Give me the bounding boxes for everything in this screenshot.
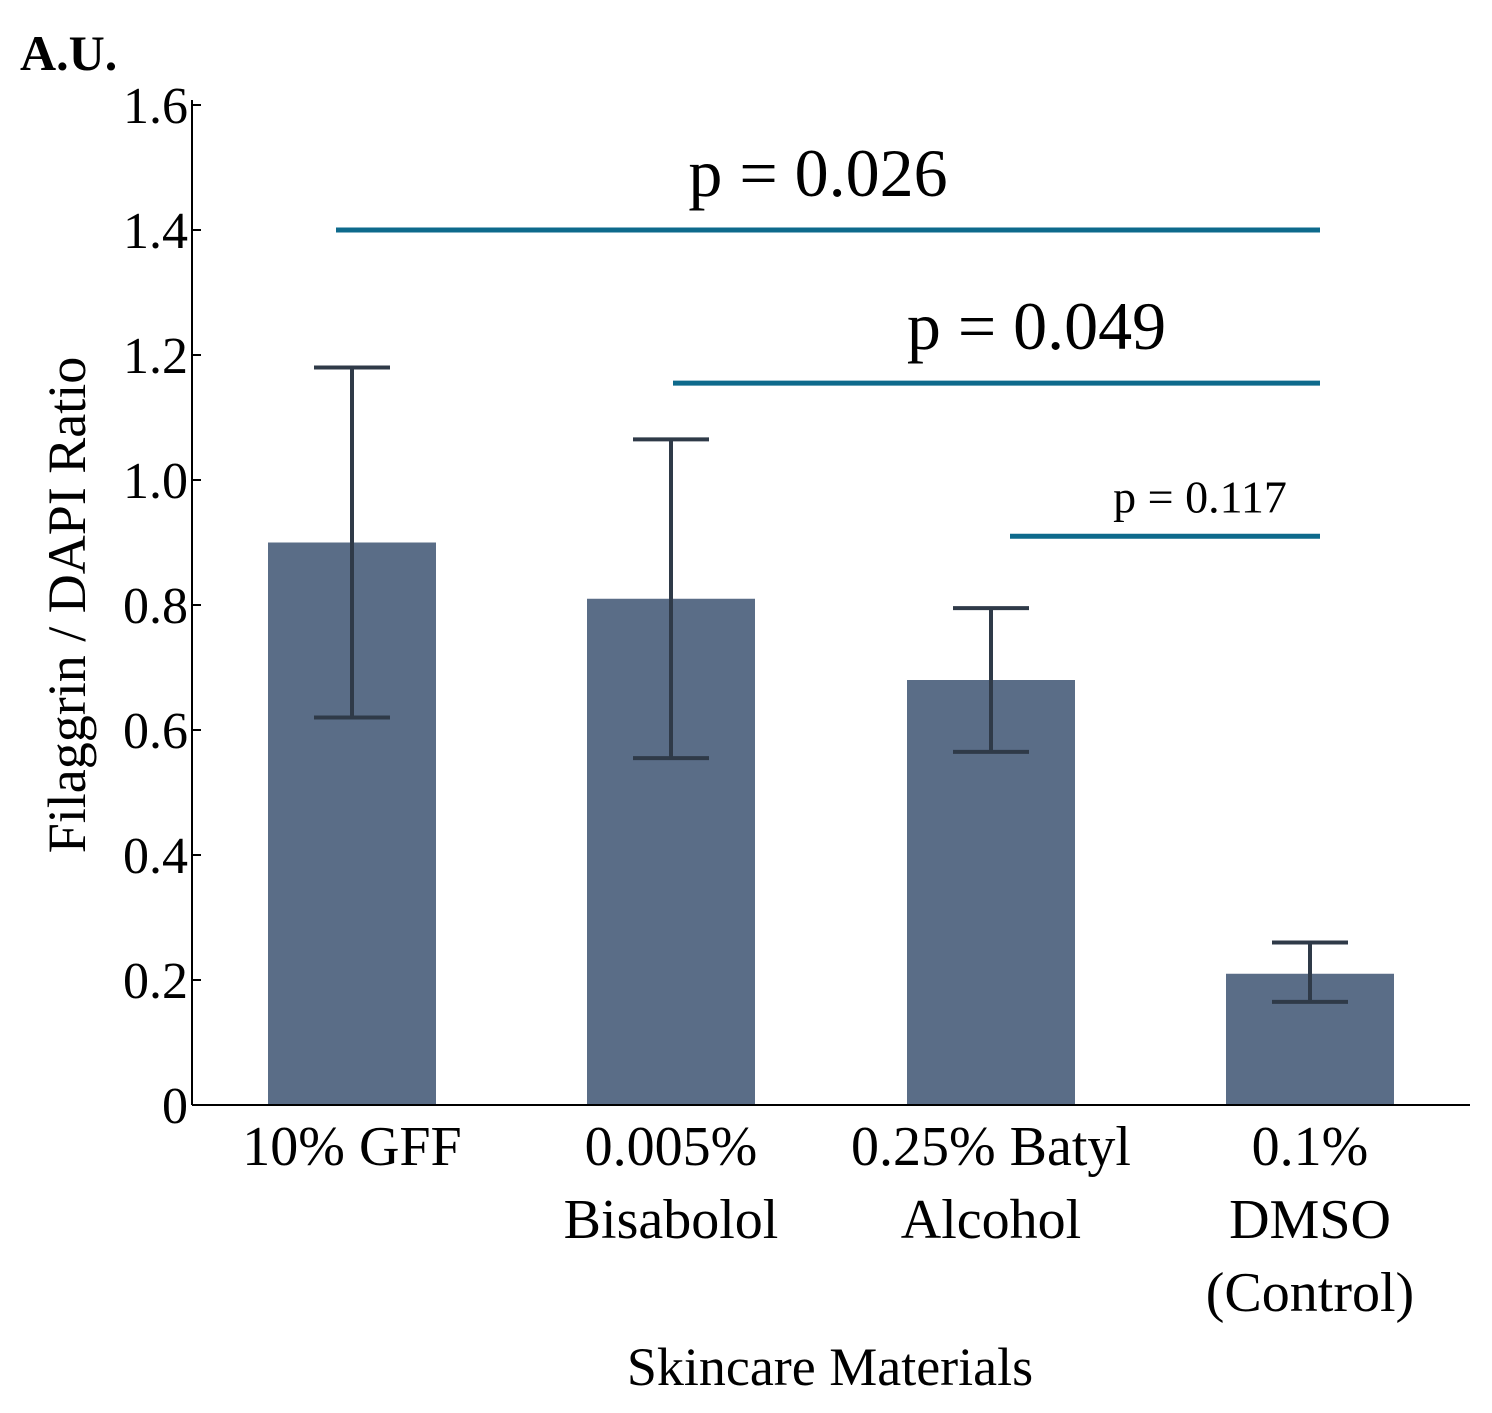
y-tick-label-0: 0 [162, 1078, 188, 1135]
x-tick-label-3-line-2: (Control) [1206, 1262, 1414, 1324]
unit-label: A.U. [20, 25, 117, 81]
x-tick-label-0: 10% GFF [242, 1116, 461, 1178]
significance-label-0: p = 0.026 [688, 135, 947, 211]
y-tick-label-4: 0.8 [123, 578, 188, 635]
significance-label-1: p = 0.049 [907, 288, 1166, 364]
y-tick-label-1: 0.2 [123, 953, 188, 1010]
x-tick-label-0-line-0: 10% GFF [242, 1116, 461, 1178]
x-tick-label-3: 0.1% DMSO (Control) [1206, 1116, 1414, 1324]
y-tick-label-8: 1.6 [123, 78, 188, 135]
x-tick-label-2-line-0: 0.25% Batyl [851, 1116, 1131, 1178]
y-tick-label-7: 1.4 [123, 203, 188, 260]
y-tick-label-3: 0.6 [123, 703, 188, 760]
plot-area: 0 0.2 0.4 0.6 0.8 1.0 1.2 1.4 1.6 10% GFF 0.005% Bi… [123, 78, 1470, 1324]
x-tick-label-2: 0.25% Batyl Alcohol [851, 1116, 1131, 1251]
y-tick-label-6: 1.2 [123, 328, 188, 385]
x-axis-title: Skincare Materials [627, 1337, 1033, 1397]
x-tick-label-1-line-1: Bisabolol [564, 1189, 779, 1251]
x-tick-label-1: 0.005% Bisabolol [564, 1116, 779, 1251]
y-tick-label-2: 0.4 [123, 828, 188, 885]
y-axis-title: Filaggrin / DAPI Ratio [37, 357, 97, 854]
significance-label-2: p = 0.117 [1113, 471, 1287, 522]
y-tick-label-5: 1.0 [123, 453, 188, 510]
x-tick-label-1-line-0: 0.005% [585, 1116, 758, 1178]
x-tick-label-3-line-0: 0.1% [1252, 1116, 1369, 1178]
x-tick-label-3-line-1: DMSO [1229, 1189, 1391, 1251]
x-tick-label-2-line-1: Alcohol [901, 1189, 1081, 1251]
